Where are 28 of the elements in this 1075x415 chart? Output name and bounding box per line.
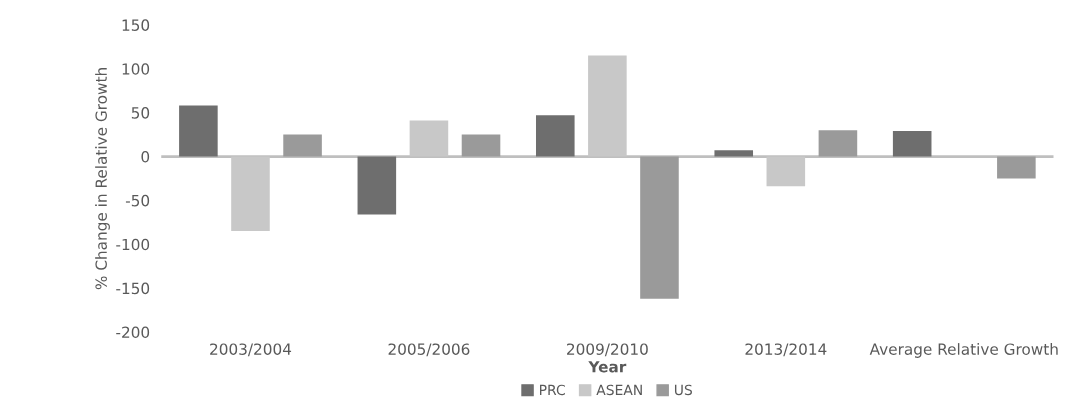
bar [714, 150, 754, 157]
y-tick-label: -50 [125, 194, 150, 207]
y-tick-label: -150 [116, 282, 150, 295]
y-tick-label: 150 [122, 19, 150, 31]
y-tick-label: 0 [141, 150, 150, 163]
bar [536, 115, 575, 157]
legend-label: US [674, 384, 692, 396]
x-tick-label: 2003/2004 [210, 343, 292, 357]
bar [892, 131, 932, 157]
bar [179, 105, 218, 157]
y-tick-label: 100 [122, 63, 150, 75]
x-axis-title: Year [588, 361, 627, 373]
y-tick-label: 50 [131, 107, 150, 119]
y-tick-label: -100 [116, 238, 150, 251]
x-tick-label: 2005/2006 [388, 343, 470, 357]
bar [818, 130, 858, 157]
bar [283, 134, 322, 157]
bar [461, 134, 501, 157]
x-tick-label: 2009/2010 [567, 343, 648, 357]
y-axis-title: % Change in Relative Growth [95, 68, 110, 290]
legend-label: ASEAN [596, 384, 642, 396]
x-tick-label: Average Relative Growth [869, 343, 1058, 358]
legend-label: PRC [540, 384, 565, 396]
bar [357, 156, 397, 215]
bar [640, 156, 679, 299]
y-tick-label: -200 [116, 326, 150, 339]
x-tick-label: 2013/2014 [745, 343, 827, 357]
bar [997, 156, 1036, 179]
